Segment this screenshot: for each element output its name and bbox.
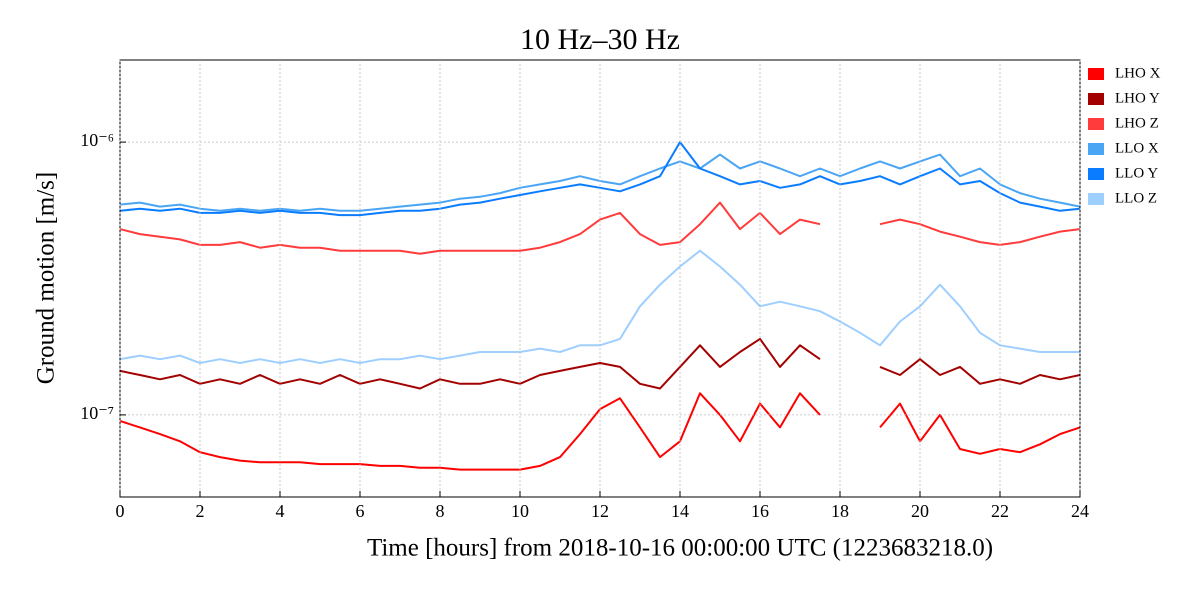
y-tick-label: 10⁻⁷ [80, 403, 114, 423]
legend-label: LHO Y [1115, 90, 1160, 106]
x-tick-label: 8 [436, 501, 445, 521]
x-tick-label: 0 [116, 501, 125, 521]
chart-title: 10 Hz–30 Hz [520, 23, 680, 56]
x-tick-label: 6 [356, 501, 365, 521]
series-line [120, 337, 1080, 390]
legend-label: LHO Z [1115, 115, 1159, 131]
x-tick-label: 10 [511, 501, 529, 521]
legend-swatch [1088, 68, 1104, 80]
legend-label: LLO Z [1115, 190, 1157, 206]
x-tick-label: 14 [671, 501, 689, 521]
x-tick-label: 20 [911, 501, 929, 521]
legend-swatch [1088, 143, 1104, 155]
legend-label: LLO X [1115, 140, 1159, 156]
x-axis-label: Time [hours] from 2018-10-16 00:00:00 UT… [367, 535, 993, 562]
x-tick-label: 16 [751, 501, 769, 521]
series-line [120, 249, 1080, 364]
x-tick-label: 4 [276, 501, 285, 521]
x-tick-label: 2 [196, 501, 205, 521]
x-tick-label: 24 [1071, 501, 1089, 521]
legend-swatch [1088, 93, 1104, 105]
x-tick-label: 18 [831, 501, 849, 521]
x-tick-label: 12 [591, 501, 609, 521]
series-line [120, 392, 1080, 471]
legend-label: LLO Y [1115, 165, 1158, 181]
x-tick-label: 22 [991, 501, 1009, 521]
legend-swatch [1088, 118, 1104, 130]
legend-label: LHO X [1115, 65, 1161, 81]
legend-swatch [1088, 193, 1104, 205]
series-line [120, 201, 1080, 255]
y-tick-label: 10⁻⁶ [80, 130, 114, 150]
series-line [120, 153, 1080, 212]
y-axis-label: Ground motion [m/s] [33, 172, 60, 385]
legend-swatch [1088, 168, 1104, 180]
